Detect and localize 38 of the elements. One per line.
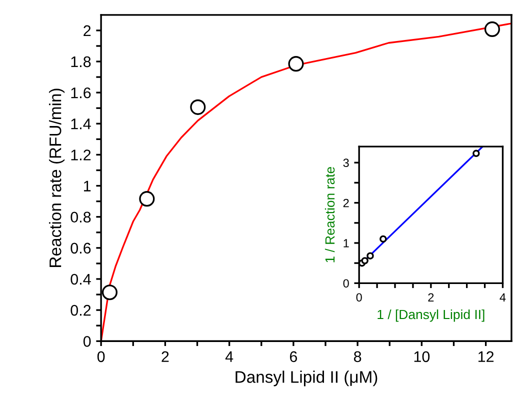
y-tick-label: 1.4 bbox=[71, 118, 91, 130]
x-axis-title: Dansyl Lipid II (μM) bbox=[236, 370, 378, 386]
point bbox=[366, 252, 374, 260]
x-tick-label: 6 bbox=[290, 351, 298, 362]
x-tick-label: 4 bbox=[500, 293, 506, 302]
y-tick-label: 0.2 bbox=[70, 304, 91, 316]
y-tick-label: 1 bbox=[344, 239, 349, 248]
x-tick-label: 0 bbox=[97, 351, 105, 362]
point bbox=[472, 150, 480, 157]
x-tick-label: 8 bbox=[354, 351, 362, 362]
y-tick-label: 0.4 bbox=[70, 274, 91, 285]
y-tick-label: 3 bbox=[343, 158, 349, 168]
point bbox=[190, 99, 206, 115]
y-tick-label: 0 bbox=[343, 279, 349, 288]
y-axis-title: 1 / Reaction rate bbox=[324, 167, 335, 262]
x-tick-label: 12 bbox=[478, 351, 494, 362]
x-tick-label: 10 bbox=[414, 351, 430, 362]
x-axis-title: 1 / [Dansyl Lipid II] bbox=[378, 309, 484, 322]
y-tick-label: 1.2 bbox=[71, 150, 91, 160]
x-tick-label: 4 bbox=[225, 351, 234, 362]
point bbox=[102, 284, 118, 300]
y-axis-title: Reaction rate (RFU/min) bbox=[49, 88, 65, 267]
y-tick-label: 2 bbox=[343, 198, 349, 208]
point bbox=[361, 257, 368, 264]
point bbox=[139, 191, 155, 207]
point bbox=[288, 56, 304, 72]
y-tick-label: 1.8 bbox=[71, 56, 91, 68]
y-tick-label: 1 bbox=[84, 180, 91, 192]
y-tick-label: 0.8 bbox=[70, 212, 91, 223]
y-tick-label: 1.6 bbox=[71, 87, 91, 98]
x-tick-label: 2 bbox=[428, 293, 434, 302]
y-tick-label: 0.6 bbox=[70, 242, 91, 254]
y-tick-label: 2 bbox=[84, 25, 91, 36]
point bbox=[380, 235, 387, 243]
point bbox=[484, 21, 500, 37]
x-tick-label: 0 bbox=[356, 293, 362, 302]
y-tick-label: 0 bbox=[83, 336, 91, 347]
x-tick-label: 2 bbox=[162, 351, 169, 362]
